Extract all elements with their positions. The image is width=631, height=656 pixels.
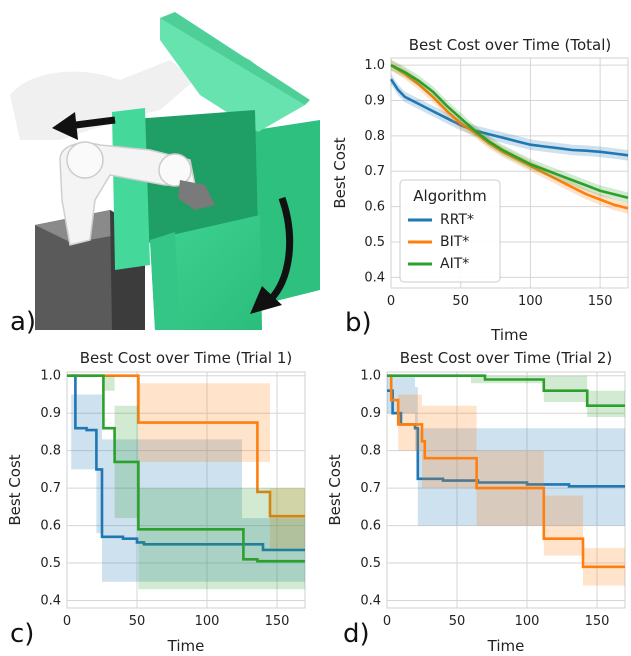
x-tick-label: 100 [518, 294, 543, 309]
x-tick-label: 50 [449, 614, 466, 629]
y-tick-label: 1.0 [360, 369, 381, 384]
confidence-band-ait [67, 375, 305, 597]
series-line-ait [387, 374, 625, 407]
confidence-band-bit [391, 59, 628, 214]
chart-title: Best Cost over Time (Total) [409, 36, 612, 54]
series-line-rrt [71, 374, 305, 552]
confidence-band-rrt [387, 375, 625, 537]
confidence-band-rrt [71, 394, 305, 590]
y-tick-label: 0.7 [40, 481, 61, 496]
y-axis-label: Best Cost [6, 454, 24, 525]
series-line-ait [390, 63, 629, 200]
chart-trial-1: 0.4 0.5 0.6 0.7 0.8 0.9 1.0 0 50 100 150 Best Cost … [6, 349, 306, 655]
series-line-rrt [389, 78, 629, 157]
y-tick-label: 0.8 [40, 444, 61, 459]
legend-title: Algorithm [413, 187, 486, 205]
x-tick-label: 0 [387, 294, 395, 309]
y-tick-label: 0.6 [364, 200, 385, 215]
y-tick-label: 1.0 [364, 58, 385, 73]
confidence-band-bit [387, 375, 625, 586]
y-tick-label: 0.8 [364, 129, 385, 144]
x-tick-label: 150 [585, 614, 610, 629]
robot-illustration [10, 12, 320, 330]
x-tick-label: 50 [129, 614, 146, 629]
x-axis-label: Time [167, 637, 205, 655]
chart-title: Best Cost over Time (Trial 1) [80, 349, 292, 367]
x-tick-label: 100 [515, 614, 540, 629]
plot-frame [66, 371, 306, 609]
y-tick-label: 0.4 [40, 594, 61, 609]
y-tick-label: 0.6 [40, 519, 61, 534]
x-tick-label: 100 [195, 614, 220, 629]
y-tick-label: 0.9 [364, 93, 385, 108]
panel-b-letter: b) [345, 308, 372, 338]
y-tick-label: 0.5 [364, 235, 385, 250]
series-line-ait [67, 374, 305, 563]
series-line-bit [67, 374, 305, 518]
confidence-band-bit [67, 375, 305, 549]
x-tick-label: 150 [265, 614, 290, 629]
x-axis-label: Time [487, 637, 525, 655]
y-tick-label: 0.9 [40, 406, 61, 421]
series-line-bit [390, 64, 629, 210]
legend-entry: RRT* [440, 212, 474, 228]
legend-entry: BIT* [440, 234, 469, 250]
x-axis-label: Time [490, 326, 528, 344]
plot-frame [390, 57, 629, 289]
series-line-rrt [387, 389, 625, 488]
plot-frame [386, 371, 626, 609]
y-tick-label: 0.7 [364, 164, 385, 179]
y-tick-label: 0.5 [360, 556, 381, 571]
y-tick-label: 1.0 [40, 369, 61, 384]
series-line-bit [387, 374, 625, 569]
y-tick-label: 0.4 [360, 594, 381, 609]
y-tick-label: 0.9 [360, 406, 381, 421]
confidence-band-ait [387, 375, 625, 417]
y-axis-label: Best Cost [326, 454, 344, 525]
chart-trial-2: 0.4 0.5 0.6 0.7 0.8 0.9 1.0 0 50 100 150 Best Cost … [326, 349, 626, 655]
chart-total: 0.4 0.5 0.6 0.7 0.8 0.9 1.0 0 50 100 150 Best Cost … [331, 36, 629, 344]
legend-box [399, 179, 501, 283]
chart-title: Best Cost over Time (Trial 2) [400, 349, 612, 367]
y-tick-label: 0.4 [364, 270, 385, 285]
x-tick-label: 0 [63, 614, 71, 629]
legend-entry: AIT* [440, 256, 469, 272]
y-axis-label: Best Cost [331, 137, 349, 208]
x-tick-label: 150 [588, 294, 613, 309]
panel-d-letter: d) [343, 619, 370, 649]
y-tick-label: 0.6 [360, 519, 381, 534]
confidence-band-ait [391, 59, 628, 204]
x-tick-label: 50 [452, 294, 469, 309]
y-tick-label: 0.7 [360, 481, 381, 496]
y-tick-label: 0.8 [360, 444, 381, 459]
x-tick-label: 0 [383, 614, 391, 629]
panel-a-letter: a) [10, 307, 36, 337]
panel-c-letter: c) [10, 619, 34, 649]
y-tick-label: 0.5 [40, 556, 61, 571]
